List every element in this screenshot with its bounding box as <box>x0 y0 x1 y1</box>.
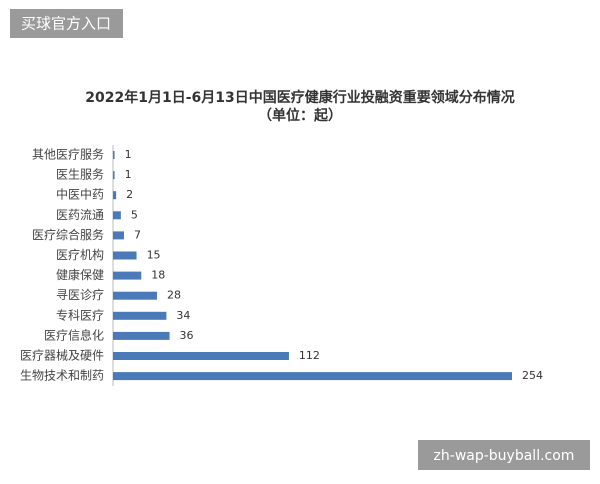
category-label: 健康保健 <box>56 267 104 282</box>
value-label: 254 <box>522 369 543 382</box>
bar <box>113 251 137 260</box>
category-label: 生物技术和制药 <box>20 369 104 383</box>
bar <box>113 311 167 320</box>
bar <box>113 271 142 280</box>
category-label: 医疗器械及硬件 <box>20 348 104 363</box>
value-label: 5 <box>131 208 138 221</box>
bar <box>113 231 124 240</box>
watermark-bg <box>418 440 590 470</box>
badge[interactable]: 买球官方入口 <box>21 15 111 33</box>
badge-bg <box>10 9 123 38</box>
bar <box>113 352 289 360</box>
bar <box>113 331 170 340</box>
chart-subtitle: （单位：起） <box>258 107 342 124</box>
value-label: 28 <box>167 289 181 302</box>
bar <box>113 191 117 200</box>
value-label: 2 <box>126 188 133 201</box>
category-label: 医药流通 <box>56 208 104 222</box>
bar <box>113 291 157 300</box>
category-label: 其他医疗服务 <box>32 147 104 162</box>
category-label: 专科医疗 <box>56 307 104 322</box>
bar <box>113 151 115 159</box>
value-label: 112 <box>299 349 320 362</box>
value-label: 1 <box>125 168 132 181</box>
value-label: 34 <box>176 309 190 322</box>
value-label: 1 <box>125 148 132 161</box>
chart-title: 2022年1月1日-6月13日中国医疗健康行业投融资重要领域分布情况 <box>85 89 514 106</box>
category-label: 医疗信息化 <box>44 327 104 342</box>
category-label: 医生服务 <box>56 167 104 182</box>
category-label: 医疗机构 <box>56 247 104 262</box>
bar <box>113 211 121 220</box>
watermark: zh-wap-buyball.com <box>434 448 575 464</box>
category-label: 中医中药 <box>56 187 104 202</box>
bar <box>113 372 512 381</box>
category-label: 寻医诊疗 <box>56 288 104 302</box>
value-label: 18 <box>151 269 165 282</box>
value-label: 36 <box>180 329 194 342</box>
value-label: 7 <box>134 228 141 241</box>
value-label: 15 <box>147 249 161 262</box>
bar <box>113 171 115 180</box>
category-label: 医疗综合服务 <box>32 227 104 242</box>
